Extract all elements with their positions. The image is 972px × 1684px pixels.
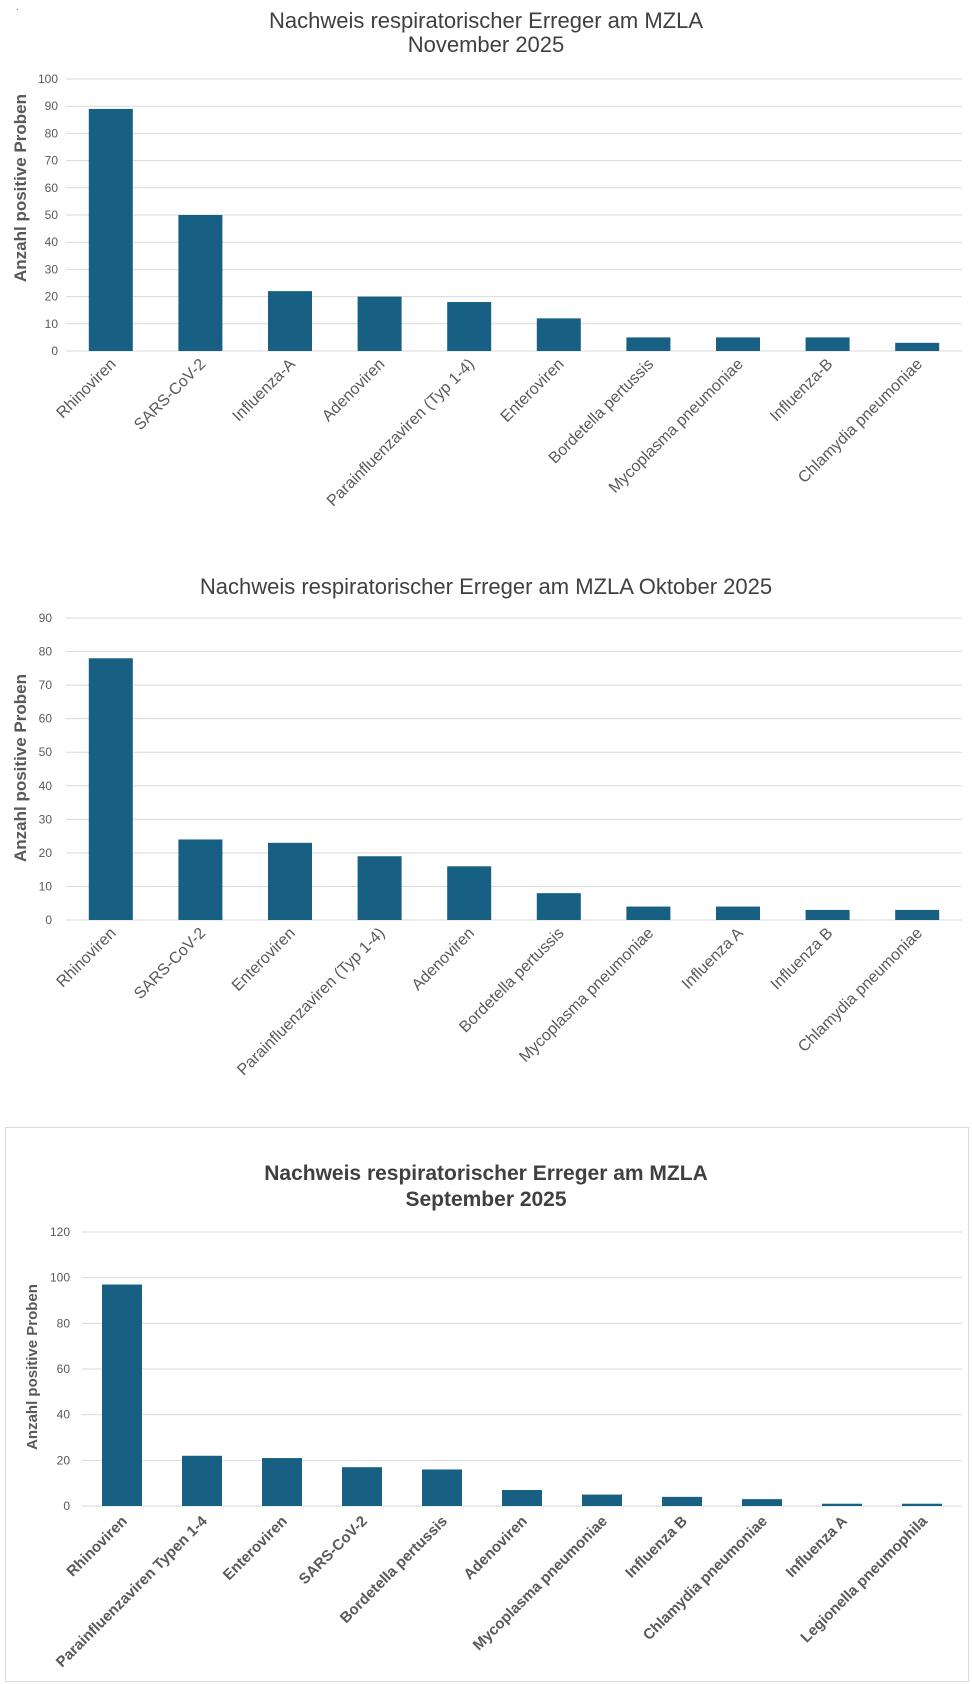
- bar: [268, 291, 312, 351]
- bar: [357, 296, 402, 351]
- chart-november-2025: Nachweis respiratorischer Erreger am MZL…: [0, 0, 972, 560]
- y-tick-label: 100: [50, 1271, 70, 1285]
- bar: [422, 1469, 462, 1506]
- y-axis-label: Anzahl positive Proben: [11, 94, 30, 282]
- bar: [178, 839, 223, 920]
- y-tick-label: 20: [39, 846, 53, 860]
- y-tick-label: 10: [45, 317, 59, 331]
- y-tick-label: 0: [63, 1499, 70, 1513]
- x-category-label: Parainfluenzaviren (Typ 1-4): [324, 356, 478, 510]
- y-tick-label: 70: [45, 154, 59, 168]
- x-category-label: SARS-CoV-2: [131, 925, 209, 1003]
- bar: [805, 337, 850, 351]
- x-category-label: Influenza A: [783, 1513, 851, 1581]
- bar: [178, 215, 223, 351]
- chart-frame: [5, 1127, 969, 1682]
- y-tick-label: 120: [50, 1225, 70, 1239]
- x-category-label: Adenoviren: [319, 356, 388, 425]
- bar: [895, 909, 940, 920]
- bar: [357, 856, 402, 920]
- x-category-label: Legionella pneumophila: [797, 1512, 931, 1646]
- x-category-label: Mycoplasma pneumoniae: [470, 1513, 611, 1654]
- y-axis-label: Anzahl positive Proben: [24, 1284, 41, 1450]
- bar: [88, 658, 133, 920]
- bar: [626, 906, 671, 920]
- y-tick-label: 40: [39, 779, 53, 793]
- bar: [262, 1458, 302, 1506]
- bar: [268, 842, 312, 920]
- x-category-label: Parainfluenzaviren (Typ 1-4): [234, 925, 388, 1079]
- separator-mark: .: [16, 2, 19, 13]
- x-category-label: Adenoviren: [409, 925, 478, 994]
- chart-title-line: November 2025: [408, 32, 565, 57]
- chart-title-line: September 2025: [405, 1188, 566, 1211]
- bar: [626, 337, 671, 351]
- y-tick-label: 0: [45, 913, 52, 927]
- bar: [447, 866, 492, 920]
- y-tick-label: 50: [39, 745, 53, 759]
- chart-oktober-svg: Nachweis respiratorischer Erreger am MZL…: [11, 574, 962, 1079]
- chart-september-svg: Nachweis respiratorischer Erreger am MZL…: [24, 1162, 962, 1671]
- bar: [182, 1455, 222, 1506]
- bar: [742, 1499, 782, 1506]
- bar: [716, 906, 760, 920]
- y-tick-label: 40: [57, 1408, 71, 1422]
- x-category-label: Influenza-B: [767, 356, 836, 425]
- y-tick-label: 80: [39, 645, 53, 659]
- y-tick-label: 10: [39, 879, 53, 893]
- y-tick-label: 90: [39, 611, 53, 625]
- bar: [822, 1503, 862, 1506]
- bar: [342, 1467, 382, 1506]
- bar: [88, 108, 133, 351]
- y-tick-label: 60: [39, 712, 53, 726]
- x-category-label: Enteroviren: [220, 1513, 291, 1584]
- x-category-label: Rhinoviren: [54, 356, 120, 422]
- bar: [582, 1494, 622, 1506]
- bar: [902, 1503, 942, 1506]
- y-tick-label: 30: [39, 812, 53, 826]
- bar: [662, 1496, 702, 1506]
- y-tick-label: 60: [57, 1362, 71, 1376]
- bar: [716, 337, 760, 351]
- chart-oktober-2025: Nachweis respiratorischer Erreger am MZL…: [0, 560, 972, 1120]
- bar: [102, 1284, 142, 1506]
- chart-title-line: Nachweis respiratorischer Erreger am MZL…: [264, 1162, 708, 1185]
- x-category-label: Rhinoviren: [54, 925, 120, 991]
- x-category-label: Influenza B: [622, 1513, 691, 1582]
- x-category-label: Adenoviren: [460, 1513, 530, 1583]
- x-category-label: SARS-CoV-2: [296, 1513, 371, 1588]
- bar: [805, 909, 850, 920]
- x-category-label: Rhinoviren: [63, 1513, 130, 1580]
- y-tick-label: 30: [45, 262, 59, 276]
- y-axis-label: Anzahl positive Proben: [11, 674, 30, 862]
- y-tick-label: 0: [51, 344, 58, 358]
- y-tick-label: 100: [38, 72, 58, 86]
- chart-title-line: Nachweis respiratorischer Erreger am MZL…: [269, 8, 703, 33]
- x-category-label: Influenza B: [768, 925, 837, 994]
- bar: [536, 893, 581, 920]
- chart-title-line: Nachweis respiratorischer Erreger am MZL…: [200, 574, 772, 599]
- bar: [447, 302, 492, 351]
- bar: [536, 318, 581, 351]
- y-tick-label: 80: [57, 1316, 71, 1330]
- y-tick-label: 40: [45, 235, 59, 249]
- chart-november-svg: Nachweis respiratorischer Erreger am MZL…: [11, 8, 962, 510]
- x-category-label: Enteroviren: [498, 356, 568, 426]
- y-tick-label: 60: [45, 181, 59, 195]
- x-category-label: Parainfluenzaviren Typen 1-4: [53, 1512, 211, 1670]
- y-tick-label: 20: [57, 1453, 71, 1467]
- x-category-label: Enteroviren: [229, 925, 299, 995]
- y-tick-label: 90: [45, 99, 59, 113]
- bar: [895, 342, 940, 351]
- y-tick-label: 50: [45, 208, 59, 222]
- x-category-label: SARS-CoV-2: [131, 356, 209, 434]
- y-tick-label: 20: [45, 290, 59, 304]
- bar: [502, 1490, 542, 1506]
- y-tick-label: 70: [39, 678, 53, 692]
- chart-september-2025: Nachweis respiratorischer Erreger am MZL…: [0, 1120, 972, 1684]
- x-category-label: Influenza A: [679, 925, 747, 993]
- x-category-label: Influenza-A: [230, 356, 299, 425]
- y-tick-label: 80: [45, 126, 59, 140]
